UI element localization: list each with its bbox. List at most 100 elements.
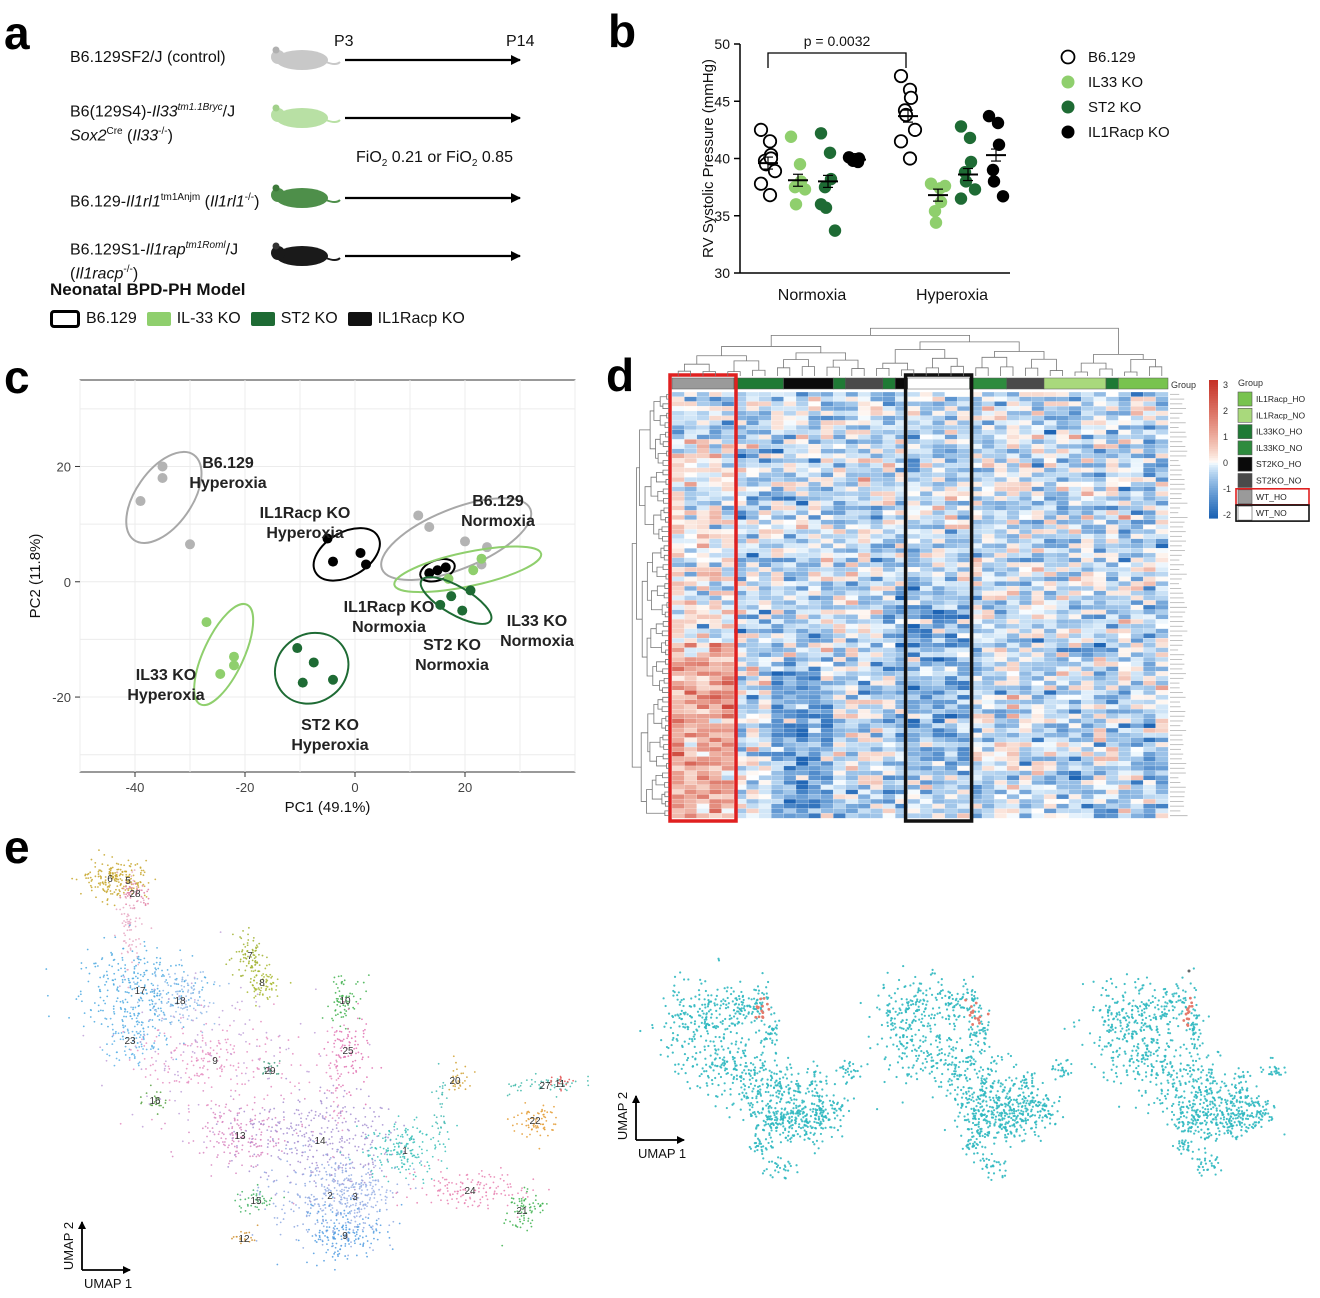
d-cell bbox=[684, 453, 698, 459]
d-cell bbox=[1019, 500, 1033, 507]
e-cell-point bbox=[345, 1000, 348, 1002]
d-cell bbox=[1056, 775, 1070, 781]
d-cell bbox=[1081, 500, 1095, 507]
d-cell bbox=[1081, 401, 1095, 407]
e-cell-point bbox=[158, 994, 161, 997]
d-cell bbox=[1093, 647, 1107, 653]
e-cell-point bbox=[337, 975, 340, 978]
e-cell-point bbox=[238, 950, 241, 953]
e-cell-point bbox=[113, 891, 116, 894]
d-cell bbox=[820, 415, 834, 421]
d-cell bbox=[857, 794, 871, 800]
d-cell bbox=[1118, 439, 1132, 445]
d-cell bbox=[882, 552, 896, 559]
d-cell bbox=[882, 761, 896, 767]
d-cell bbox=[1056, 500, 1070, 507]
d-cell bbox=[1068, 538, 1082, 544]
d-cell bbox=[1143, 576, 1157, 582]
e-cell-point bbox=[133, 967, 136, 970]
d-cell bbox=[1155, 458, 1169, 464]
d-cell bbox=[820, 666, 834, 672]
d-cell bbox=[994, 500, 1008, 507]
d-cell bbox=[1081, 595, 1095, 601]
d-cell bbox=[907, 505, 921, 511]
d-cell bbox=[944, 429, 958, 436]
d-cell bbox=[981, 486, 995, 492]
e-cell-point bbox=[117, 990, 120, 992]
d-cell bbox=[845, 491, 859, 497]
d-cell bbox=[994, 656, 1008, 663]
d-cell bbox=[808, 638, 822, 644]
d-cell bbox=[771, 756, 785, 762]
d-cell bbox=[981, 690, 995, 696]
d-row-branch bbox=[653, 514, 661, 535]
d-cell bbox=[1081, 552, 1095, 559]
d-cell bbox=[870, 661, 884, 667]
d-cell bbox=[845, 434, 859, 440]
d-cell bbox=[845, 798, 859, 805]
d-cell bbox=[808, 420, 822, 426]
d-cell bbox=[696, 761, 710, 767]
d-cell bbox=[1056, 585, 1070, 592]
d-cell bbox=[1056, 685, 1070, 691]
d-cell bbox=[684, 410, 698, 417]
d-cell bbox=[919, 614, 933, 620]
d-cell bbox=[746, 713, 760, 720]
strain-control-label: B6.129SF2/J (control) bbox=[70, 49, 226, 66]
d-cell bbox=[746, 723, 760, 729]
d-cell bbox=[1031, 505, 1045, 511]
e-cell-point bbox=[80, 892, 82, 895]
d-cell bbox=[771, 443, 785, 450]
d-col-branch bbox=[919, 341, 1020, 352]
d-row-branch bbox=[662, 734, 669, 741]
d-cell bbox=[919, 699, 933, 705]
d-cell bbox=[684, 732, 698, 738]
d-cell bbox=[1068, 391, 1082, 398]
d-cell bbox=[919, 723, 933, 729]
d-cell bbox=[1031, 538, 1045, 544]
b-data-point bbox=[793, 158, 807, 171]
e-cell-point bbox=[94, 962, 97, 965]
d-cell bbox=[671, 780, 685, 786]
d-cell bbox=[833, 723, 847, 729]
d-cell bbox=[857, 557, 871, 563]
e-cell-point bbox=[136, 1023, 139, 1026]
d-cell bbox=[1093, 699, 1107, 705]
d-cell bbox=[1031, 491, 1045, 497]
d-cell bbox=[771, 713, 785, 720]
d-cell bbox=[919, 557, 933, 563]
d-cell bbox=[808, 709, 822, 715]
c-data-point bbox=[446, 591, 457, 602]
d-cell bbox=[1130, 519, 1144, 525]
d-cell bbox=[808, 571, 822, 578]
d-cell bbox=[758, 742, 772, 748]
d-cell bbox=[1105, 803, 1119, 809]
d-cell bbox=[957, 742, 971, 748]
e-cell-point bbox=[249, 977, 252, 980]
d-cell bbox=[1093, 571, 1107, 578]
d-cell bbox=[907, 628, 921, 634]
d-cell bbox=[808, 462, 822, 469]
d-cell bbox=[1093, 420, 1107, 426]
d-cell bbox=[994, 581, 1008, 587]
d-cell bbox=[981, 595, 995, 601]
b-legend-marker bbox=[1061, 75, 1075, 89]
d-cell bbox=[957, 614, 971, 620]
d-cell bbox=[833, 675, 847, 682]
d-cell bbox=[820, 770, 834, 776]
e-cell-point bbox=[94, 865, 97, 868]
d-cell bbox=[771, 458, 785, 464]
e-cell-point bbox=[121, 879, 123, 882]
d-cell bbox=[820, 510, 834, 516]
d-cell bbox=[957, 552, 971, 559]
d-cell bbox=[1130, 713, 1144, 720]
d-cell bbox=[932, 751, 946, 757]
d-cell bbox=[882, 401, 896, 407]
strain-il33-short: Il33 bbox=[132, 127, 159, 145]
d-cell bbox=[771, 699, 785, 705]
e-cell-point bbox=[114, 872, 117, 874]
d-cell bbox=[1019, 415, 1033, 421]
d-cell bbox=[1093, 718, 1107, 724]
d-cell bbox=[1006, 406, 1020, 412]
d-cell bbox=[684, 761, 698, 767]
